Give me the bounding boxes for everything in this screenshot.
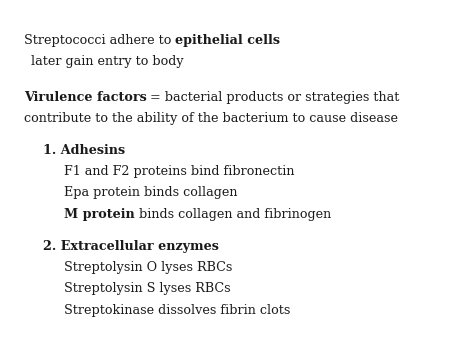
Text: F1 and F2 proteins bind fibronectin: F1 and F2 proteins bind fibronectin	[64, 165, 294, 178]
Text: Streptococci adhere to: Streptococci adhere to	[24, 34, 175, 47]
Text: later gain entry to body: later gain entry to body	[31, 55, 183, 68]
Text: Virulence factors: Virulence factors	[24, 91, 146, 104]
Text: Streptolysin O lyses RBCs: Streptolysin O lyses RBCs	[64, 261, 232, 274]
Text: 1. Adhesins: 1. Adhesins	[43, 144, 125, 157]
Text: contribute to the ability of the bacterium to cause disease: contribute to the ability of the bacteri…	[24, 112, 398, 125]
Text: 2. Extracellular enzymes: 2. Extracellular enzymes	[43, 240, 219, 253]
Text: M protein: M protein	[64, 208, 135, 221]
Text: = bacterial products or strategies that: = bacterial products or strategies that	[146, 91, 400, 104]
Text: binds collagen and fibrinogen: binds collagen and fibrinogen	[135, 208, 331, 221]
Text: Streptokinase dissolves fibrin clots: Streptokinase dissolves fibrin clots	[64, 304, 291, 317]
Text: Streptolysin S lyses RBCs: Streptolysin S lyses RBCs	[64, 282, 231, 295]
Text: epithelial cells: epithelial cells	[175, 34, 280, 47]
Text: Epa protein binds collagen: Epa protein binds collagen	[64, 186, 237, 200]
